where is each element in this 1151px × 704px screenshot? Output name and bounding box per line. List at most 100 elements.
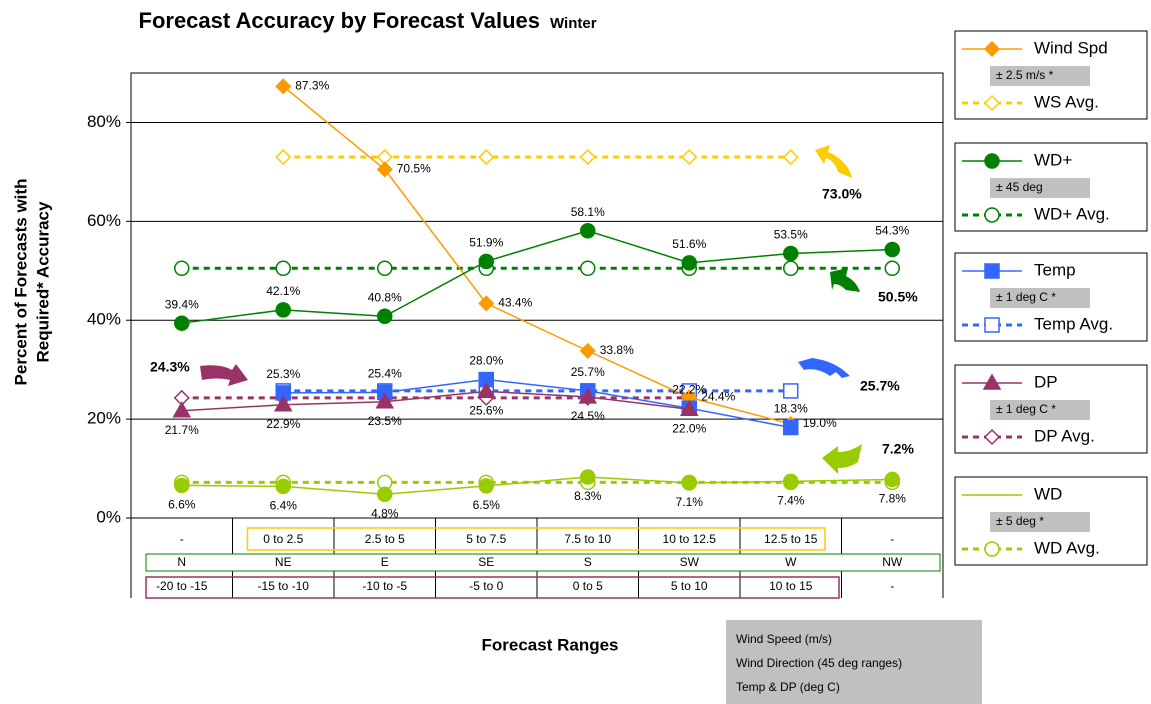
data-label: 40.8% [368,290,402,304]
x-tick-label: 2.5 to 5 [365,532,405,546]
data-label: 22.0% [672,421,706,435]
data-label: 87.3% [295,79,329,93]
data-label: 4.8% [371,506,399,520]
legend-marker [984,317,1000,333]
x-tick-label: E [381,555,389,569]
data-point [174,315,190,331]
tolerance-label: ± 1 deg C * [996,402,1056,416]
x-tick-label: -5 to 0 [469,579,503,593]
data-label: 39.4% [165,297,199,311]
range-box [145,576,840,599]
annotation: 73.0% [822,186,862,202]
note-text: Wind Speed (m/s) [736,632,832,646]
annotation: 50.5% [878,289,918,305]
y-tick-label: 40% [87,310,121,329]
y-tick-label: 60% [87,211,121,230]
callout-arrow [798,358,850,378]
legend-marker [984,541,1000,557]
data-label: 23.5% [368,414,402,428]
x-tick-label: 12.5 to 15 [764,532,818,546]
data-point [783,383,799,399]
y-axis-label: Required* Accuracy [33,201,52,362]
annotation: 25.7% [860,378,900,394]
x-tick-label: - [180,532,184,546]
data-point [478,478,494,494]
legend-marker [983,40,1001,58]
data-point [681,148,698,166]
x-tick-label: -20 to -15 [156,579,208,593]
annotation: 24.3% [150,359,190,375]
data-point [783,260,799,277]
data-point [478,148,495,166]
data-point [679,399,699,416]
data-point [275,260,291,277]
data-point [478,295,495,312]
legend-marker [984,153,1000,169]
data-label: 58.1% [571,205,605,219]
x-tick-label: NE [275,555,292,569]
data-label: 6.5% [473,498,501,512]
data-point [275,302,291,318]
data-label: 8.3% [574,489,602,503]
data-point [580,260,596,277]
callout-arrow [815,145,852,178]
data-label: 19.0% [803,416,837,430]
plot-area [130,72,944,519]
data-label: 25.4% [368,367,402,381]
data-label: 21.7% [165,423,199,437]
series-line [181,229,893,324]
legend-label: Wind Spd [1034,38,1108,57]
data-label: 24.4% [701,390,735,404]
data-label: 25.6% [469,404,503,418]
data-label: 7.4% [777,494,805,508]
legend-label: WD+ Avg. [1034,204,1110,223]
x-tick-label: 5 to 10 [671,579,708,593]
data-point [275,78,292,95]
data-point [579,148,596,166]
x-axis-label: Forecast Ranges [482,635,619,654]
data-label: 6.6% [168,498,196,512]
data-label: 25.3% [266,367,300,381]
legend-marker [984,207,1000,223]
data-label: 43.4% [498,296,532,310]
callout-arrow [200,364,248,386]
callout-arrow [822,444,862,474]
tolerance-label: ± 2.5 m/s * [996,68,1054,82]
data-point [273,395,293,412]
data-point [578,387,598,404]
data-label: 33.8% [600,343,634,357]
x-tick-label: 5 to 7.5 [466,532,506,546]
y-tick-label: 0% [96,507,121,526]
x-tick-label: 10 to 15 [769,579,813,593]
y-axis-label: Percent of Forecasts with [11,179,30,386]
data-point [275,148,292,166]
legend-label: WD+ [1034,150,1072,169]
range-box [246,527,826,551]
x-tick-label: SW [680,555,700,569]
chart-title: Forecast Accuracy by Forecast Values [139,8,541,33]
x-tick-label: -10 to -5 [362,579,407,593]
data-label: 7.1% [676,495,704,509]
data-point [375,392,395,409]
data-label: 25.7% [571,365,605,379]
tolerance-tag [990,400,1090,420]
data-point [580,469,596,485]
series-line [181,476,893,496]
data-point [174,477,190,494]
x-tick-label: W [785,555,797,569]
data-point [884,260,900,277]
legend-label: Temp [1034,260,1076,279]
data-point [884,241,900,258]
legend-marker [982,373,1002,390]
data-point [782,148,799,166]
annotation: 7.2% [882,441,914,457]
data-point [681,475,697,491]
data-label: 51.6% [672,237,706,251]
x-tick-label: 0 to 2.5 [263,532,303,546]
tolerance-tag [990,288,1090,308]
legend-label: Temp Avg. [1034,314,1113,333]
x-tick-label: N [177,555,186,569]
series-line [283,378,791,429]
legend-label: WD Avg. [1034,538,1100,557]
